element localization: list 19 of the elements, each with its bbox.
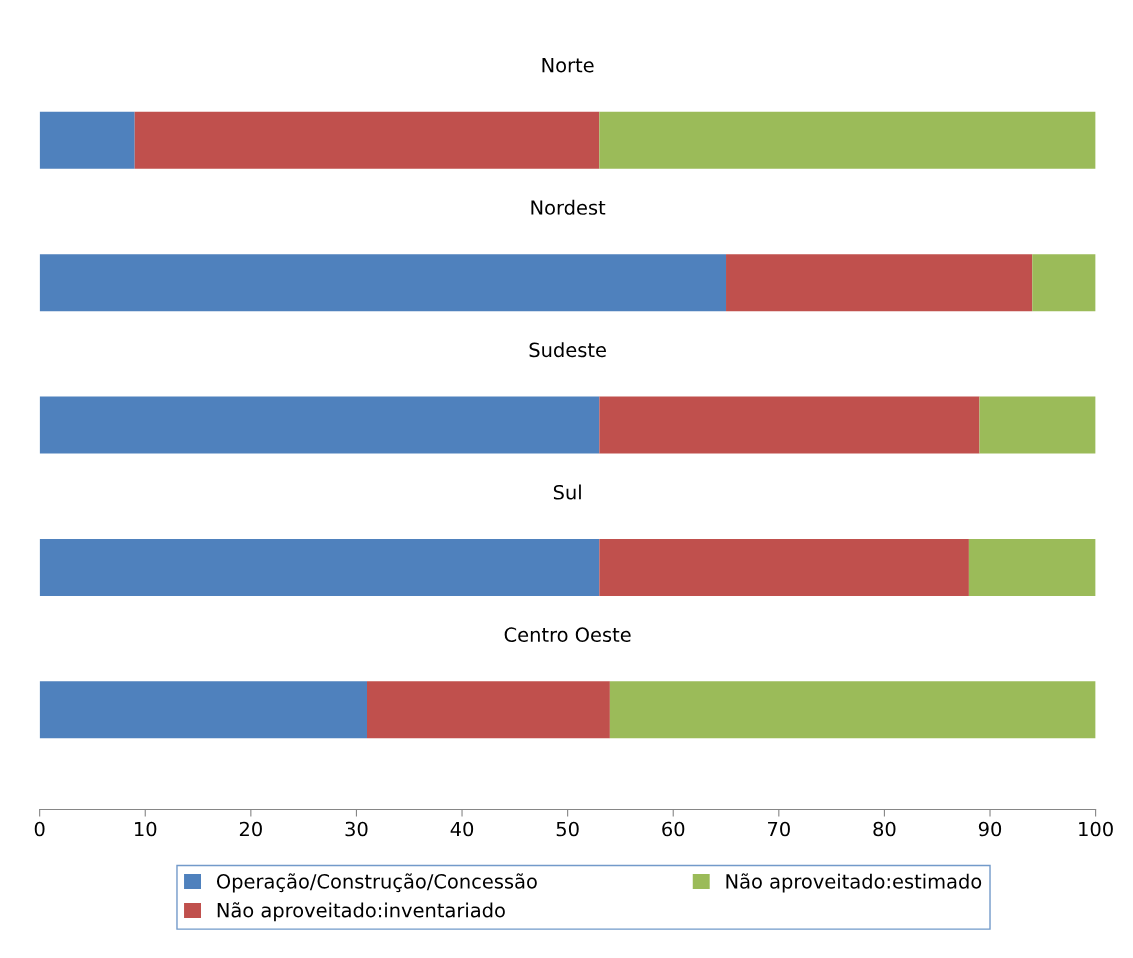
y-tick-label: Centro Oeste: [504, 627, 631, 642]
x-tick-label: 10: [135, 821, 157, 837]
x-tick-label: 20: [239, 821, 262, 837]
y-tick-label: Sul: [553, 484, 581, 500]
x-tick-label: 60: [662, 821, 685, 837]
legend-label: Não aproveitado:estimado: [726, 873, 982, 893]
y-tick-label: Sudeste: [529, 342, 606, 358]
x-tick-label: 0: [34, 821, 45, 837]
y-tick-label: Nordest: [531, 199, 606, 215]
x-tick-label: 100: [1079, 821, 1113, 837]
legend-label: Operação/Construção/Concessão: [216, 873, 537, 893]
x-tick-label: 80: [873, 821, 896, 837]
x-tick-label: 90: [978, 821, 1002, 837]
x-tick-label: 50: [556, 821, 579, 837]
y-tick-label: Norte: [542, 58, 594, 73]
x-tick-label: 70: [768, 821, 790, 837]
x-tick-label: 30: [345, 821, 368, 837]
legend-label: Não aproveitado:inventariado: [217, 902, 505, 922]
x-tick-label: 40: [450, 821, 474, 837]
